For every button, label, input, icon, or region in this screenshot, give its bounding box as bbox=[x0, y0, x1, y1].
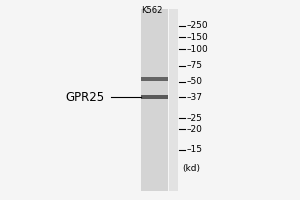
Text: –50: –50 bbox=[186, 77, 202, 86]
Text: –15: –15 bbox=[186, 145, 202, 154]
Text: –150: –150 bbox=[186, 33, 208, 42]
Text: –100: –100 bbox=[186, 45, 208, 54]
Text: –37: –37 bbox=[186, 93, 202, 102]
Bar bbox=[169, 9, 178, 191]
Text: –250: –250 bbox=[186, 21, 208, 30]
Text: (kd): (kd) bbox=[183, 164, 201, 173]
Bar bbox=[141, 77, 168, 81]
Text: –75: –75 bbox=[186, 61, 202, 70]
Text: GPR25: GPR25 bbox=[65, 91, 104, 104]
Text: –25: –25 bbox=[186, 114, 202, 123]
Text: K562: K562 bbox=[141, 6, 162, 15]
Bar bbox=[141, 9, 168, 191]
Text: –20: –20 bbox=[186, 125, 202, 134]
Bar bbox=[141, 95, 168, 99]
